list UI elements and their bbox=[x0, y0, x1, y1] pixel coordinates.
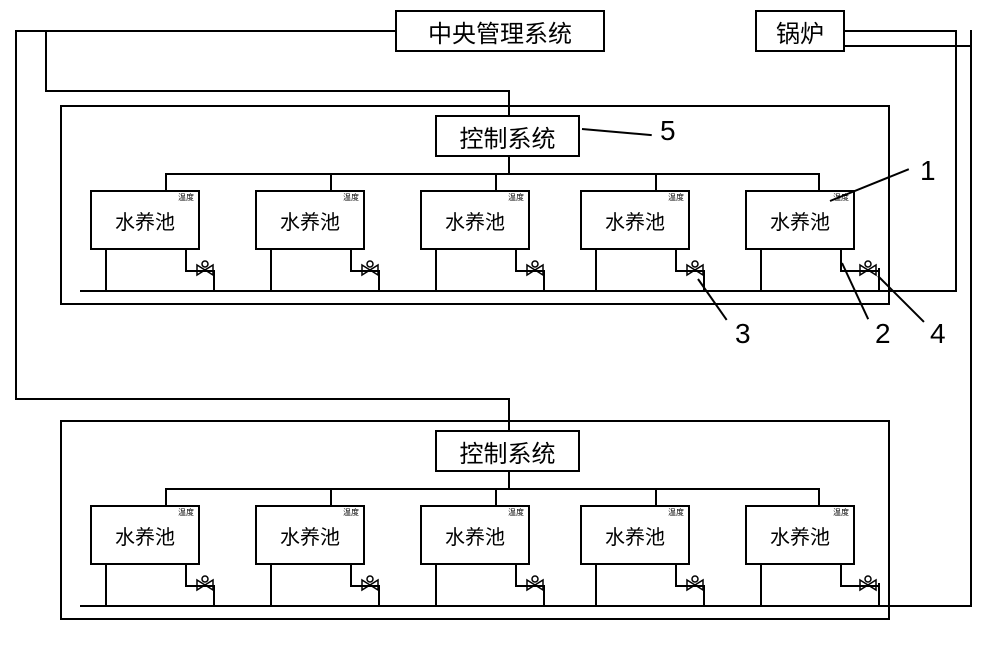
valve-icon bbox=[360, 260, 380, 280]
pool-label: 水养池 bbox=[115, 206, 175, 235]
sensor-label: 温度 bbox=[178, 507, 196, 519]
line bbox=[655, 173, 657, 190]
line bbox=[165, 173, 820, 175]
leader-line bbox=[697, 278, 727, 320]
pool-label: 水养池 bbox=[445, 206, 505, 235]
line bbox=[840, 565, 842, 585]
line bbox=[878, 583, 880, 607]
line bbox=[185, 250, 187, 270]
control-system-2-label: 控制系统 bbox=[460, 434, 556, 469]
sensor-label: 温度 bbox=[668, 507, 686, 519]
line bbox=[840, 250, 842, 270]
sensor-label: 温度 bbox=[343, 507, 361, 519]
valve-icon bbox=[525, 575, 545, 595]
leader-line bbox=[582, 128, 652, 136]
line bbox=[818, 173, 820, 190]
control-system-1-label: 控制系统 bbox=[460, 119, 556, 154]
line bbox=[818, 488, 820, 505]
sensor-label: 温度 bbox=[508, 192, 526, 204]
line bbox=[845, 45, 972, 47]
line bbox=[515, 250, 517, 270]
line bbox=[270, 250, 272, 290]
line bbox=[508, 398, 510, 432]
valve-icon bbox=[195, 260, 215, 280]
valve-icon bbox=[360, 575, 380, 595]
control-system-2: 控制系统 bbox=[435, 430, 580, 472]
line bbox=[330, 488, 332, 505]
line bbox=[655, 488, 657, 505]
sensor-label: 温度 bbox=[343, 192, 361, 204]
line bbox=[675, 565, 677, 585]
boiler-box: 锅炉 bbox=[755, 10, 845, 52]
line bbox=[675, 250, 677, 270]
sensor-label: 温度 bbox=[668, 192, 686, 204]
line bbox=[495, 173, 497, 190]
line bbox=[165, 488, 167, 505]
line bbox=[80, 290, 957, 292]
sensor-label: 温度 bbox=[178, 192, 196, 204]
line bbox=[105, 250, 107, 290]
line bbox=[955, 30, 957, 292]
line bbox=[595, 250, 597, 290]
line bbox=[845, 30, 957, 32]
line bbox=[350, 250, 352, 270]
control-system-1: 控制系统 bbox=[435, 115, 580, 157]
pool-label: 水养池 bbox=[770, 206, 830, 235]
line bbox=[165, 173, 167, 190]
line bbox=[435, 565, 437, 605]
label-2: 2 bbox=[875, 318, 891, 350]
line bbox=[80, 290, 82, 292]
label-3: 3 bbox=[735, 318, 751, 350]
boiler-label: 锅炉 bbox=[776, 14, 824, 49]
valve-icon bbox=[525, 260, 545, 280]
line bbox=[165, 488, 820, 490]
valve-icon bbox=[858, 260, 878, 280]
line bbox=[760, 565, 762, 605]
sensor-label: 温度 bbox=[833, 507, 851, 519]
pool-label: 水养池 bbox=[280, 206, 340, 235]
line bbox=[495, 488, 497, 505]
label-5: 5 bbox=[660, 115, 676, 147]
central-mgmt-label: 中央管理系统 bbox=[428, 14, 572, 49]
pool-label: 水养池 bbox=[605, 521, 665, 550]
line bbox=[45, 90, 510, 92]
line bbox=[970, 30, 972, 607]
pool-label: 水养池 bbox=[280, 521, 340, 550]
label-1: 1 bbox=[920, 155, 936, 187]
line bbox=[350, 565, 352, 585]
leader-line bbox=[877, 275, 924, 322]
pool-label: 水养池 bbox=[445, 521, 505, 550]
line bbox=[105, 565, 107, 605]
sensor-label: 温度 bbox=[508, 507, 526, 519]
pool-label: 水养池 bbox=[770, 521, 830, 550]
line bbox=[330, 173, 332, 190]
valve-icon bbox=[685, 575, 705, 595]
central-mgmt-box: 中央管理系统 bbox=[395, 10, 605, 52]
line bbox=[15, 30, 395, 32]
pool-label: 水养池 bbox=[115, 521, 175, 550]
pool-label: 水养池 bbox=[605, 206, 665, 235]
line bbox=[45, 30, 47, 92]
valve-icon bbox=[858, 575, 878, 595]
line bbox=[843, 30, 845, 47]
line bbox=[185, 565, 187, 585]
line bbox=[15, 398, 510, 400]
valve-icon bbox=[685, 260, 705, 280]
leader-line bbox=[830, 168, 910, 202]
line bbox=[15, 30, 17, 400]
line bbox=[595, 565, 597, 605]
line bbox=[515, 565, 517, 585]
line bbox=[760, 250, 762, 290]
line bbox=[270, 565, 272, 605]
valve-icon bbox=[195, 575, 215, 595]
line bbox=[508, 90, 510, 117]
label-4: 4 bbox=[930, 318, 946, 350]
line bbox=[435, 250, 437, 290]
